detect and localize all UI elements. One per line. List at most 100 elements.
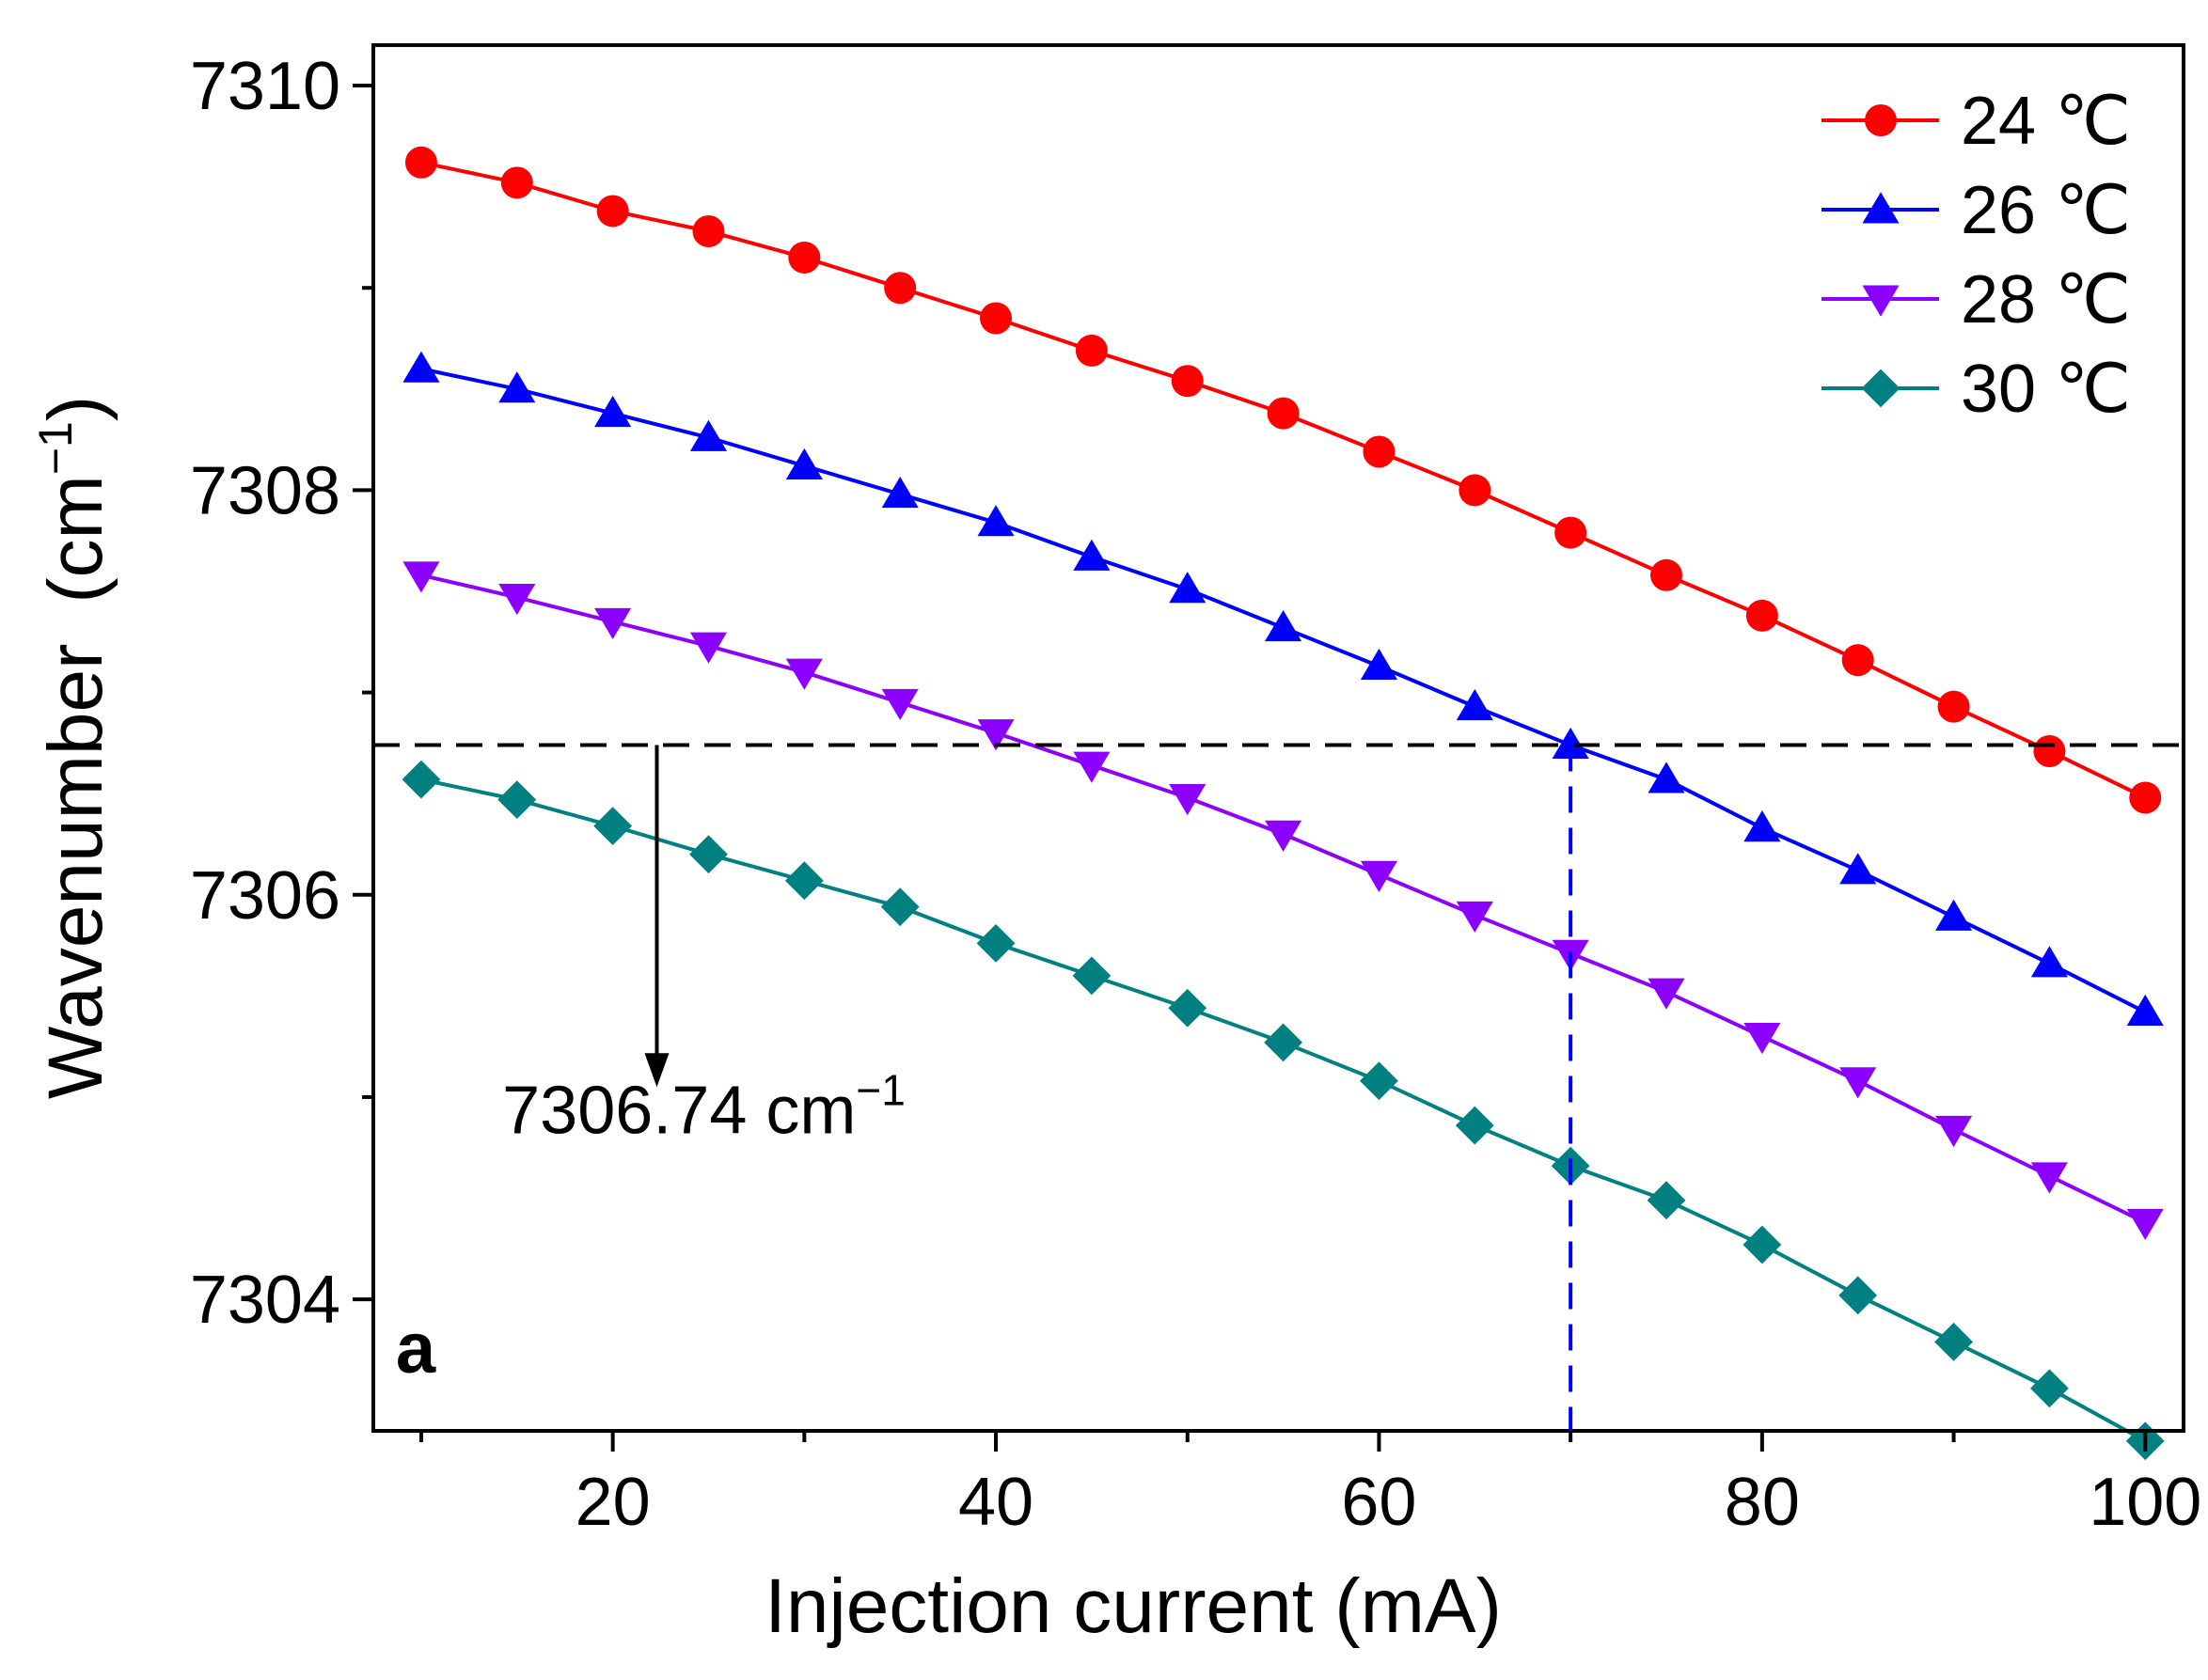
data-point xyxy=(402,561,440,593)
data-point xyxy=(594,607,632,639)
data-point xyxy=(689,419,728,451)
data-point xyxy=(1743,1225,1782,1264)
y-axis-label-unit-close: ) xyxy=(33,396,118,421)
data-point xyxy=(1935,1115,1973,1148)
data-point xyxy=(497,780,537,820)
y-tick-label: 7304 xyxy=(190,1263,340,1338)
y-tick-label: 7310 xyxy=(190,49,340,124)
data-point xyxy=(1934,1322,1973,1361)
data-point xyxy=(784,861,824,901)
value-label-exp: −1 xyxy=(856,1066,905,1115)
data-point xyxy=(1841,644,1874,677)
data-point xyxy=(1169,784,1207,816)
legend-item: 30 ℃ xyxy=(1822,352,2131,427)
data-point xyxy=(689,632,728,664)
series-4 xyxy=(402,760,2165,1461)
data-point xyxy=(1459,474,1491,507)
data-point xyxy=(788,241,821,274)
legend-label: 26 ℃ xyxy=(1961,173,2131,248)
data-point xyxy=(1838,1276,1878,1315)
legend-label: 24 ℃ xyxy=(1961,84,2131,159)
axis-ticks: 20 40 60 80 100 7304 7306 7308 7310 xyxy=(190,49,2202,1540)
data-point xyxy=(2030,946,2068,978)
data-point xyxy=(498,583,536,616)
x-tick-label: 100 xyxy=(2089,1465,2201,1540)
x-tick-label: 80 xyxy=(1725,1465,1800,1540)
data-point xyxy=(884,272,917,305)
data-point xyxy=(1839,853,1877,885)
x-tick-label: 20 xyxy=(576,1465,651,1540)
data-point xyxy=(1745,599,1778,632)
data-point xyxy=(1363,435,1396,468)
data-point xyxy=(881,477,919,509)
data-point xyxy=(881,688,919,721)
data-point xyxy=(977,719,1015,751)
arrow-head xyxy=(644,1053,670,1088)
legend-swatch-marker xyxy=(1865,104,1897,136)
data-point xyxy=(2129,781,2162,814)
data-point xyxy=(1171,365,1204,398)
legend-label: 28 ℃ xyxy=(1961,262,2131,338)
series-line xyxy=(420,367,2147,1014)
legend-item: 26 ℃ xyxy=(1822,173,2131,248)
data-point xyxy=(1072,956,1112,996)
y-axis-label-name: Wavenumber xyxy=(33,644,118,1100)
data-point xyxy=(1839,1067,1877,1099)
data-point xyxy=(1456,901,1493,933)
x-tick-label: 60 xyxy=(1341,1465,1416,1540)
legend-swatch-marker xyxy=(1862,192,1900,224)
series-1 xyxy=(404,146,2162,814)
data-point xyxy=(1648,978,1685,1010)
data-point xyxy=(2030,1162,2068,1194)
data-point xyxy=(977,505,1015,537)
data-point xyxy=(1743,810,1781,842)
data-point xyxy=(402,760,441,799)
data-point xyxy=(689,835,728,874)
data-point xyxy=(1743,1022,1781,1055)
data-point xyxy=(980,302,1013,335)
data-point xyxy=(785,447,823,480)
data-point xyxy=(2033,734,2066,767)
legend-label: 30 ℃ xyxy=(1961,352,2131,427)
series-2 xyxy=(402,351,2164,1027)
data-point xyxy=(1264,1023,1302,1062)
data-point xyxy=(498,371,536,403)
x-axis-label: Injection current (mA) xyxy=(765,1563,1502,1649)
y-axis-label-unit-exp: −1 xyxy=(29,421,82,475)
data-point xyxy=(594,395,632,428)
data-point xyxy=(692,214,725,247)
annotations: 7306.74 cm−1 a xyxy=(373,743,2184,1431)
data-point xyxy=(976,924,1016,963)
data-point xyxy=(1554,516,1587,549)
data-point xyxy=(596,195,629,228)
data-point xyxy=(1360,860,1397,892)
svg-text:Wavenumber (cm−1): Wavenumber (cm−1) xyxy=(29,396,118,1099)
data-point xyxy=(1169,572,1207,604)
data-point xyxy=(1073,751,1111,783)
data-point xyxy=(1650,558,1682,591)
data-point xyxy=(2126,1208,2164,1241)
data-point xyxy=(1168,988,1207,1028)
series-layer xyxy=(402,146,2165,1461)
data-point xyxy=(593,807,633,846)
data-point xyxy=(1648,761,1685,793)
data-point xyxy=(1455,1106,1494,1145)
data-point xyxy=(1265,820,1302,852)
y-tick-label: 7306 xyxy=(190,858,340,934)
data-point xyxy=(1267,397,1300,430)
data-point xyxy=(1647,1181,1686,1220)
legend: 24 ℃ 26 ℃ 28 ℃ 30 ℃ xyxy=(1822,84,2131,427)
data-point xyxy=(2126,994,2164,1027)
y-tick-label: 7308 xyxy=(190,453,340,528)
x-tick-label: 40 xyxy=(958,1465,1033,1540)
panel-label: a xyxy=(396,1309,436,1389)
y-axis-label-unit: (cm−1) xyxy=(29,396,118,604)
data-point xyxy=(500,166,533,199)
series-3 xyxy=(402,561,2164,1241)
data-point xyxy=(785,658,823,690)
data-point xyxy=(1360,648,1397,681)
data-point xyxy=(404,146,437,179)
data-point xyxy=(1456,688,1493,721)
data-point xyxy=(2030,1369,2069,1408)
series-line xyxy=(420,160,2147,800)
